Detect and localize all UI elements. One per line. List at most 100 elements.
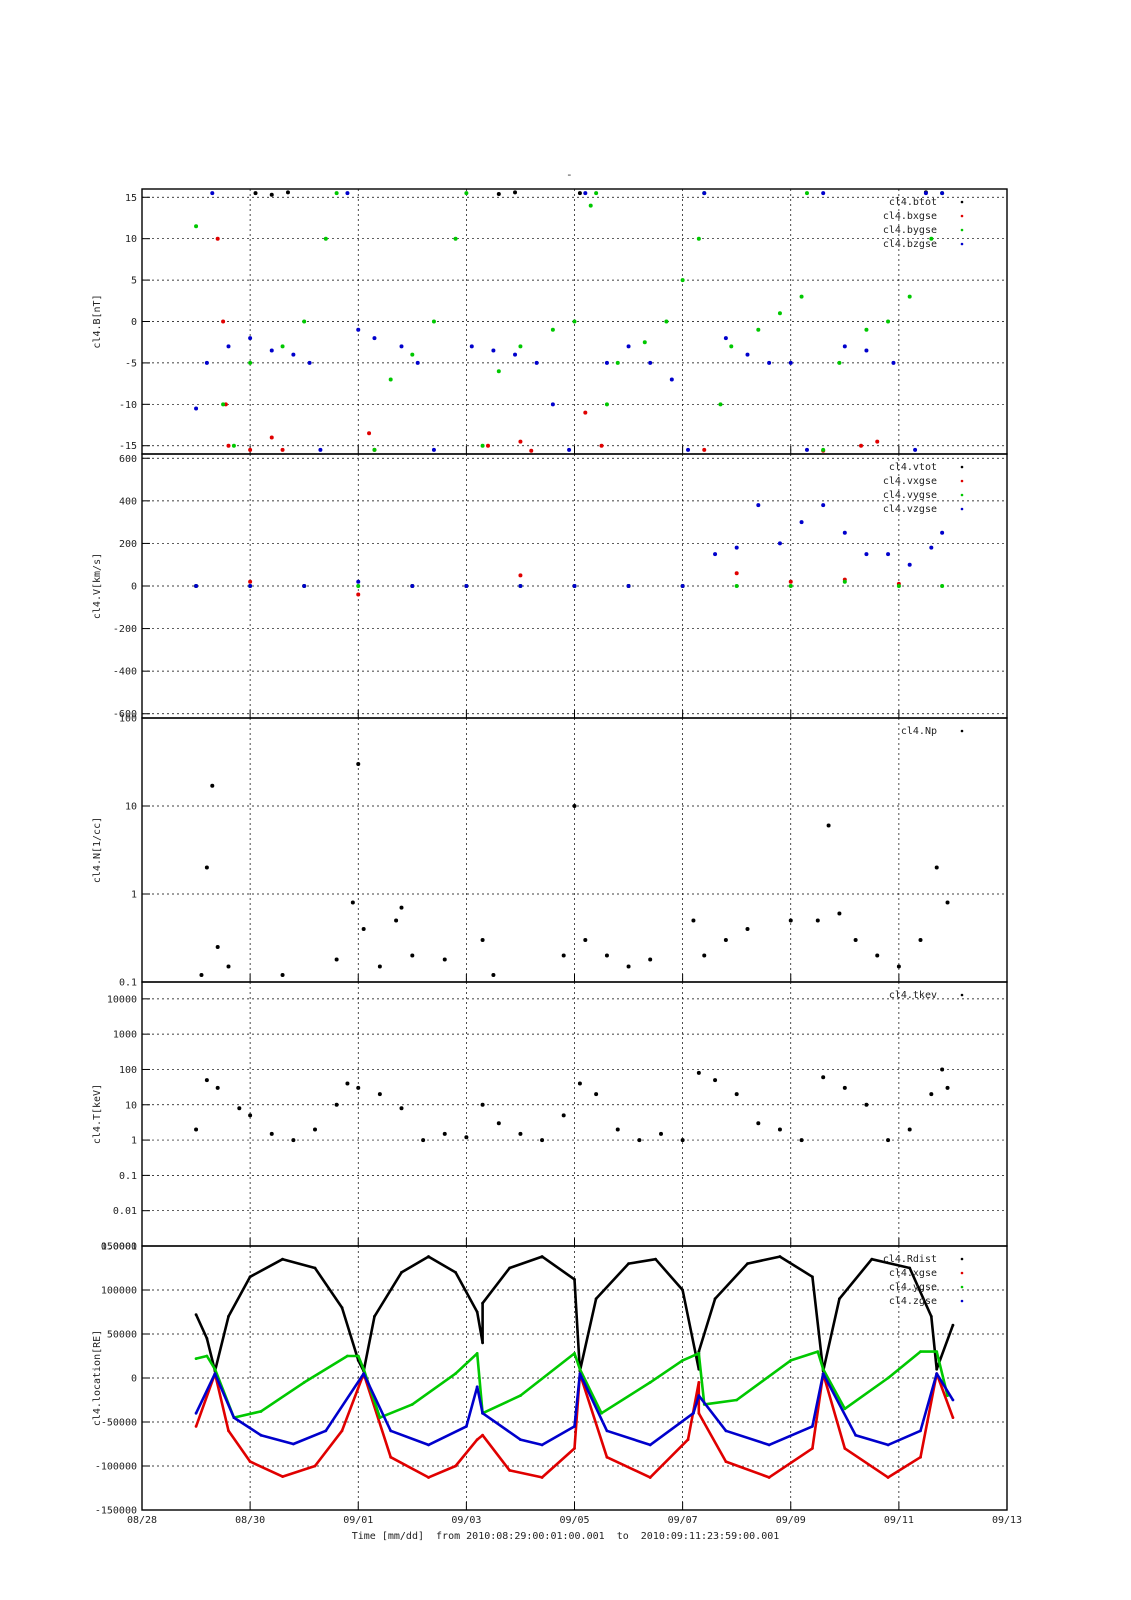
data-point <box>723 336 728 341</box>
data-point <box>573 1447 576 1450</box>
data-point <box>194 1411 198 1415</box>
data-point <box>648 360 653 365</box>
y-tick-label: -150000 <box>95 1506 137 1517</box>
from-time: 2010:08:29:00:01:00.001 <box>466 1531 605 1542</box>
data-point <box>410 584 415 588</box>
data-point <box>816 1350 820 1353</box>
data-point <box>886 1476 890 1479</box>
data-point <box>410 352 415 357</box>
data-point <box>302 319 307 324</box>
data-point <box>481 1301 484 1305</box>
y-axis-label: cl4.location[RE] <box>92 1330 103 1426</box>
data-point <box>204 360 209 365</box>
from-label: from <box>436 1531 461 1542</box>
data-point <box>291 1442 295 1446</box>
data-point <box>864 348 869 353</box>
data-point <box>734 1092 739 1097</box>
legend-label: cl4.vygse <box>883 490 937 501</box>
data-point <box>842 1085 847 1090</box>
legend-marker <box>960 228 964 232</box>
data-point <box>259 1433 263 1437</box>
legend-marker <box>960 242 964 246</box>
legend-label: cl4.vtot <box>889 462 937 473</box>
legend-label: cl4.zgse <box>889 1296 937 1307</box>
data-point <box>756 503 761 508</box>
data-point <box>718 402 723 407</box>
data-point <box>519 1394 522 1397</box>
data-point <box>204 865 209 870</box>
y-tick-label: 600 <box>119 454 137 465</box>
data-point <box>464 191 469 196</box>
data-point <box>864 552 869 557</box>
legend-marker <box>960 993 964 997</box>
data-point <box>431 447 436 452</box>
data-point <box>508 1469 512 1472</box>
data-point <box>626 964 631 969</box>
data-point <box>518 1131 523 1136</box>
legend-label: cl4.vxgse <box>883 476 937 487</box>
data-point <box>475 1310 479 1314</box>
data-point <box>334 957 339 962</box>
data-point <box>529 448 534 453</box>
data-point <box>696 236 701 241</box>
y-tick-label: 0.1 <box>119 1171 137 1182</box>
data-point <box>540 1255 544 1258</box>
data-point <box>919 1350 922 1353</box>
data-point <box>356 327 361 332</box>
data-point <box>496 1121 501 1126</box>
data-point <box>853 938 858 943</box>
data-point <box>427 1443 430 1447</box>
data-point <box>518 344 523 349</box>
data-point <box>415 360 420 365</box>
data-point <box>454 1271 457 1274</box>
data-point <box>248 447 253 452</box>
data-point <box>702 953 707 958</box>
y-tick-label: 100 <box>119 714 137 725</box>
data-point <box>350 900 355 905</box>
y-tick-label: -5 <box>125 358 137 369</box>
data-point <box>356 592 361 597</box>
y-tick-label: 5 <box>131 276 137 287</box>
data-point <box>594 191 599 196</box>
data-point <box>842 344 847 349</box>
data-point <box>777 311 782 316</box>
data-point <box>686 1438 690 1441</box>
x-tick-label: 09/03 <box>451 1515 481 1526</box>
legend-marker <box>960 1285 964 1289</box>
y-tick-label: 0.1 <box>119 978 137 989</box>
data-point <box>669 377 674 382</box>
data-point <box>734 571 739 576</box>
y-tick-label: 1 <box>131 890 137 901</box>
data-point <box>572 584 577 588</box>
data-point <box>648 1381 652 1384</box>
data-point <box>356 584 361 588</box>
data-point <box>269 348 274 353</box>
data-point <box>724 1429 728 1433</box>
x-tick-label: 08/28 <box>127 1515 157 1526</box>
data-point <box>886 1138 891 1143</box>
data-point <box>821 1372 825 1375</box>
y-tick-label: -10 <box>119 400 137 411</box>
data-point <box>886 1376 890 1380</box>
data-point <box>854 1433 858 1437</box>
x-tick-label: 08/30 <box>235 1515 265 1526</box>
data-point <box>346 1354 349 1358</box>
data-point <box>513 190 518 195</box>
data-point <box>226 344 231 349</box>
data-point <box>940 1067 945 1072</box>
data-point <box>951 1416 955 1419</box>
data-point <box>361 927 366 932</box>
data-point <box>442 1131 447 1136</box>
y-tick-label: 200 <box>119 539 137 550</box>
legend-label: cl4.btot <box>889 197 937 208</box>
data-point <box>248 1275 252 1279</box>
data-point <box>815 918 820 923</box>
legend-label: cl4.tkev <box>889 990 937 1001</box>
data-point <box>389 1429 393 1433</box>
data-point <box>945 1085 950 1090</box>
y-tick-label: 1 <box>131 1136 137 1147</box>
data-point <box>464 584 469 588</box>
data-point <box>227 1429 230 1433</box>
data-point <box>588 203 593 208</box>
y-tick-label: -600 <box>113 709 137 720</box>
